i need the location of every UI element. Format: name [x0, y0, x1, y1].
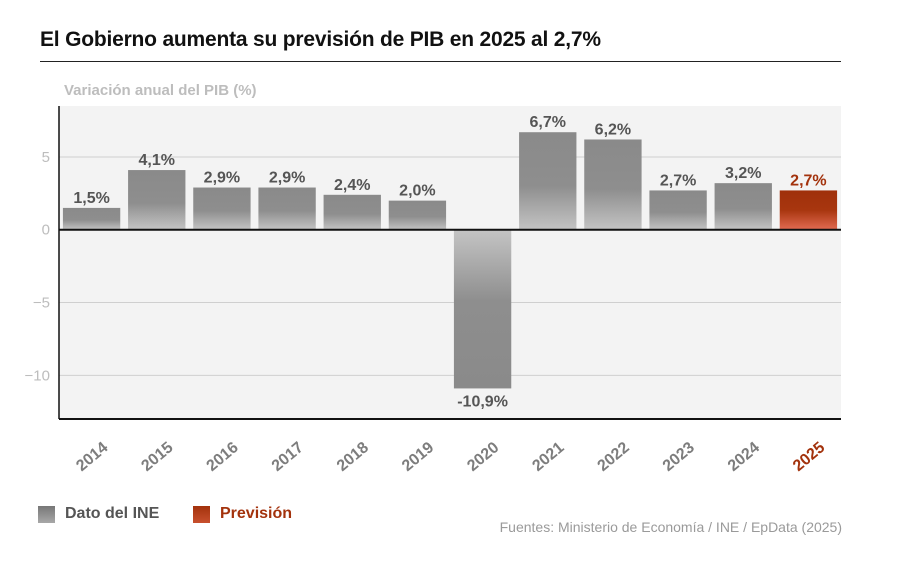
bars-group	[62, 132, 838, 389]
x-tick-label-2015: 2015	[138, 439, 176, 475]
bar-2016	[193, 187, 251, 230]
value-label-2025: 2,7%	[790, 172, 826, 189]
value-label-2021: 6,7%	[530, 114, 566, 131]
bar-2019	[388, 200, 447, 230]
x-tick-label-2023: 2023	[660, 439, 698, 475]
plot-background	[59, 106, 841, 419]
bar-2024	[714, 183, 772, 230]
value-label-2014: 1,5%	[73, 190, 109, 207]
value-label-2019: 2,0%	[399, 183, 435, 200]
bar-2023	[649, 190, 707, 230]
bar-2020	[453, 229, 512, 389]
legend-swatch-ine	[38, 505, 55, 523]
legend-label-ine: Dato del INE	[65, 505, 160, 522]
legend-label-prevision: Previsión	[220, 505, 293, 522]
value-label-2016: 2,9%	[204, 170, 240, 187]
x-tick-label-2021: 2021	[529, 439, 567, 475]
value-label-2022: 6,2%	[595, 121, 631, 138]
value-label-2023: 2,7%	[660, 172, 696, 189]
x-tick-label-2016: 2016	[204, 439, 242, 475]
value-label-2020: -10,9%	[457, 393, 508, 410]
legend-item-prevision: Previsión	[193, 505, 292, 523]
x-tick-label-2020: 2020	[464, 439, 502, 475]
y-tick-label: 5	[42, 149, 50, 166]
bar-2025	[779, 190, 838, 230]
bar-2018	[323, 194, 381, 230]
title-divider	[40, 61, 841, 62]
value-label-2018: 2,4%	[334, 177, 370, 194]
y-tick-label: −10	[25, 367, 50, 384]
value-label-2017: 2,9%	[269, 170, 305, 187]
bar-2022	[584, 139, 642, 230]
y-tick-label: 0	[42, 222, 50, 239]
bar-chart: −10 −5 0 5 2014 2015 2016 2017 2018 2019 2020 2021…	[25, 106, 841, 475]
x-tick-label-2022: 2022	[595, 439, 633, 475]
x-tick-label-2014: 2014	[73, 439, 111, 475]
x-tick-label-2024: 2024	[725, 439, 763, 475]
value-label-2015: 4,1%	[139, 152, 175, 169]
y-axis-label: Variación anual del PIB (%)	[64, 82, 257, 99]
chart-title: El Gobierno aumenta su previsión de PIB …	[40, 28, 601, 51]
bar-2014	[62, 207, 121, 230]
x-tick-label-2025: 2025	[790, 439, 828, 475]
legend-item-ine: Dato del INE	[38, 505, 159, 523]
x-tick-label-2019: 2019	[399, 439, 437, 475]
bar-2015	[128, 170, 186, 230]
y-tick-label: −5	[33, 295, 50, 312]
grid-lines	[59, 156, 841, 376]
x-tick-labels: 2014 2015 2016 2017 2018 2019 2020 2021 2022 2023…	[73, 439, 828, 475]
bar-2017	[258, 187, 316, 230]
value-labels: 1,5% 4,1% 2,9% 2,9% 2,4% 2,0% -10,9% 6,7% 6,2% 2,…	[73, 114, 826, 410]
y-tick-labels: −10 −5 0 5	[25, 149, 50, 384]
legend-swatch-prevision	[193, 505, 210, 523]
source-note: Fuentes: Ministerio de Economía / INE / …	[499, 519, 842, 535]
x-tick-label-2018: 2018	[334, 439, 372, 475]
bar-2021	[519, 132, 577, 230]
x-tick-label-2017: 2017	[269, 439, 307, 475]
value-label-2024: 3,2%	[725, 165, 761, 182]
